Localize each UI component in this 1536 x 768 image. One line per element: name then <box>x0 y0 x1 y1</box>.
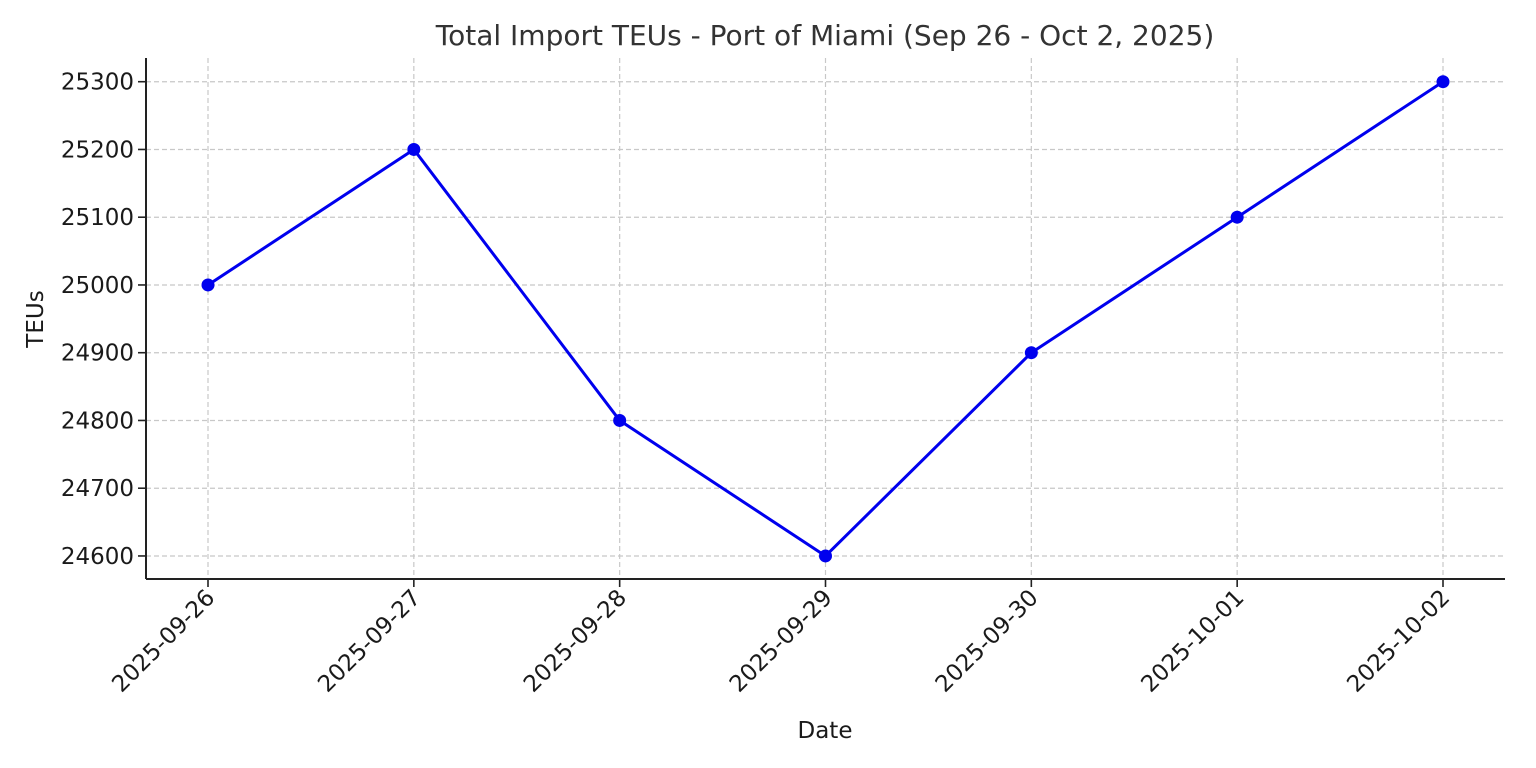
x-tick-label: 2025-09-29 <box>725 585 838 698</box>
x-tick-label: 2025-10-01 <box>1137 585 1250 698</box>
y-tick-label: 24800 <box>61 408 134 434</box>
grid <box>146 58 1505 579</box>
series <box>201 75 1450 563</box>
axes <box>138 58 1505 587</box>
y-tick-label: 24600 <box>61 544 134 570</box>
y-tick-label: 25300 <box>61 70 134 96</box>
data-point <box>1436 75 1450 89</box>
x-axis-label: Date <box>798 718 853 744</box>
y-tick-label: 25000 <box>61 273 134 299</box>
x-tick-label: 2025-09-30 <box>931 585 1044 698</box>
chart-title: Total Import TEUs - Port of Miami (Sep 2… <box>435 19 1215 52</box>
x-tick-label: 2025-10-02 <box>1342 585 1455 698</box>
data-point <box>1024 346 1038 360</box>
y-tick-label: 25200 <box>61 137 134 163</box>
y-tick-label: 24900 <box>61 341 134 367</box>
x-tick-label: 2025-09-28 <box>519 585 632 698</box>
data-point <box>1230 210 1244 224</box>
x-tick-label: 2025-09-26 <box>107 585 220 698</box>
y-tick-label: 24700 <box>61 476 134 502</box>
data-point <box>819 549 832 563</box>
tick-labels: 2025-09-26 2025-09-27 2025-09-28 2025-09-29… <box>61 70 1455 698</box>
y-axis-label: TEUs <box>23 290 49 348</box>
data-point <box>613 413 627 427</box>
y-tick-label: 25100 <box>61 205 134 231</box>
data-point <box>407 142 421 156</box>
data-point <box>201 278 215 292</box>
x-tick-label: 2025-09-27 <box>313 585 426 698</box>
